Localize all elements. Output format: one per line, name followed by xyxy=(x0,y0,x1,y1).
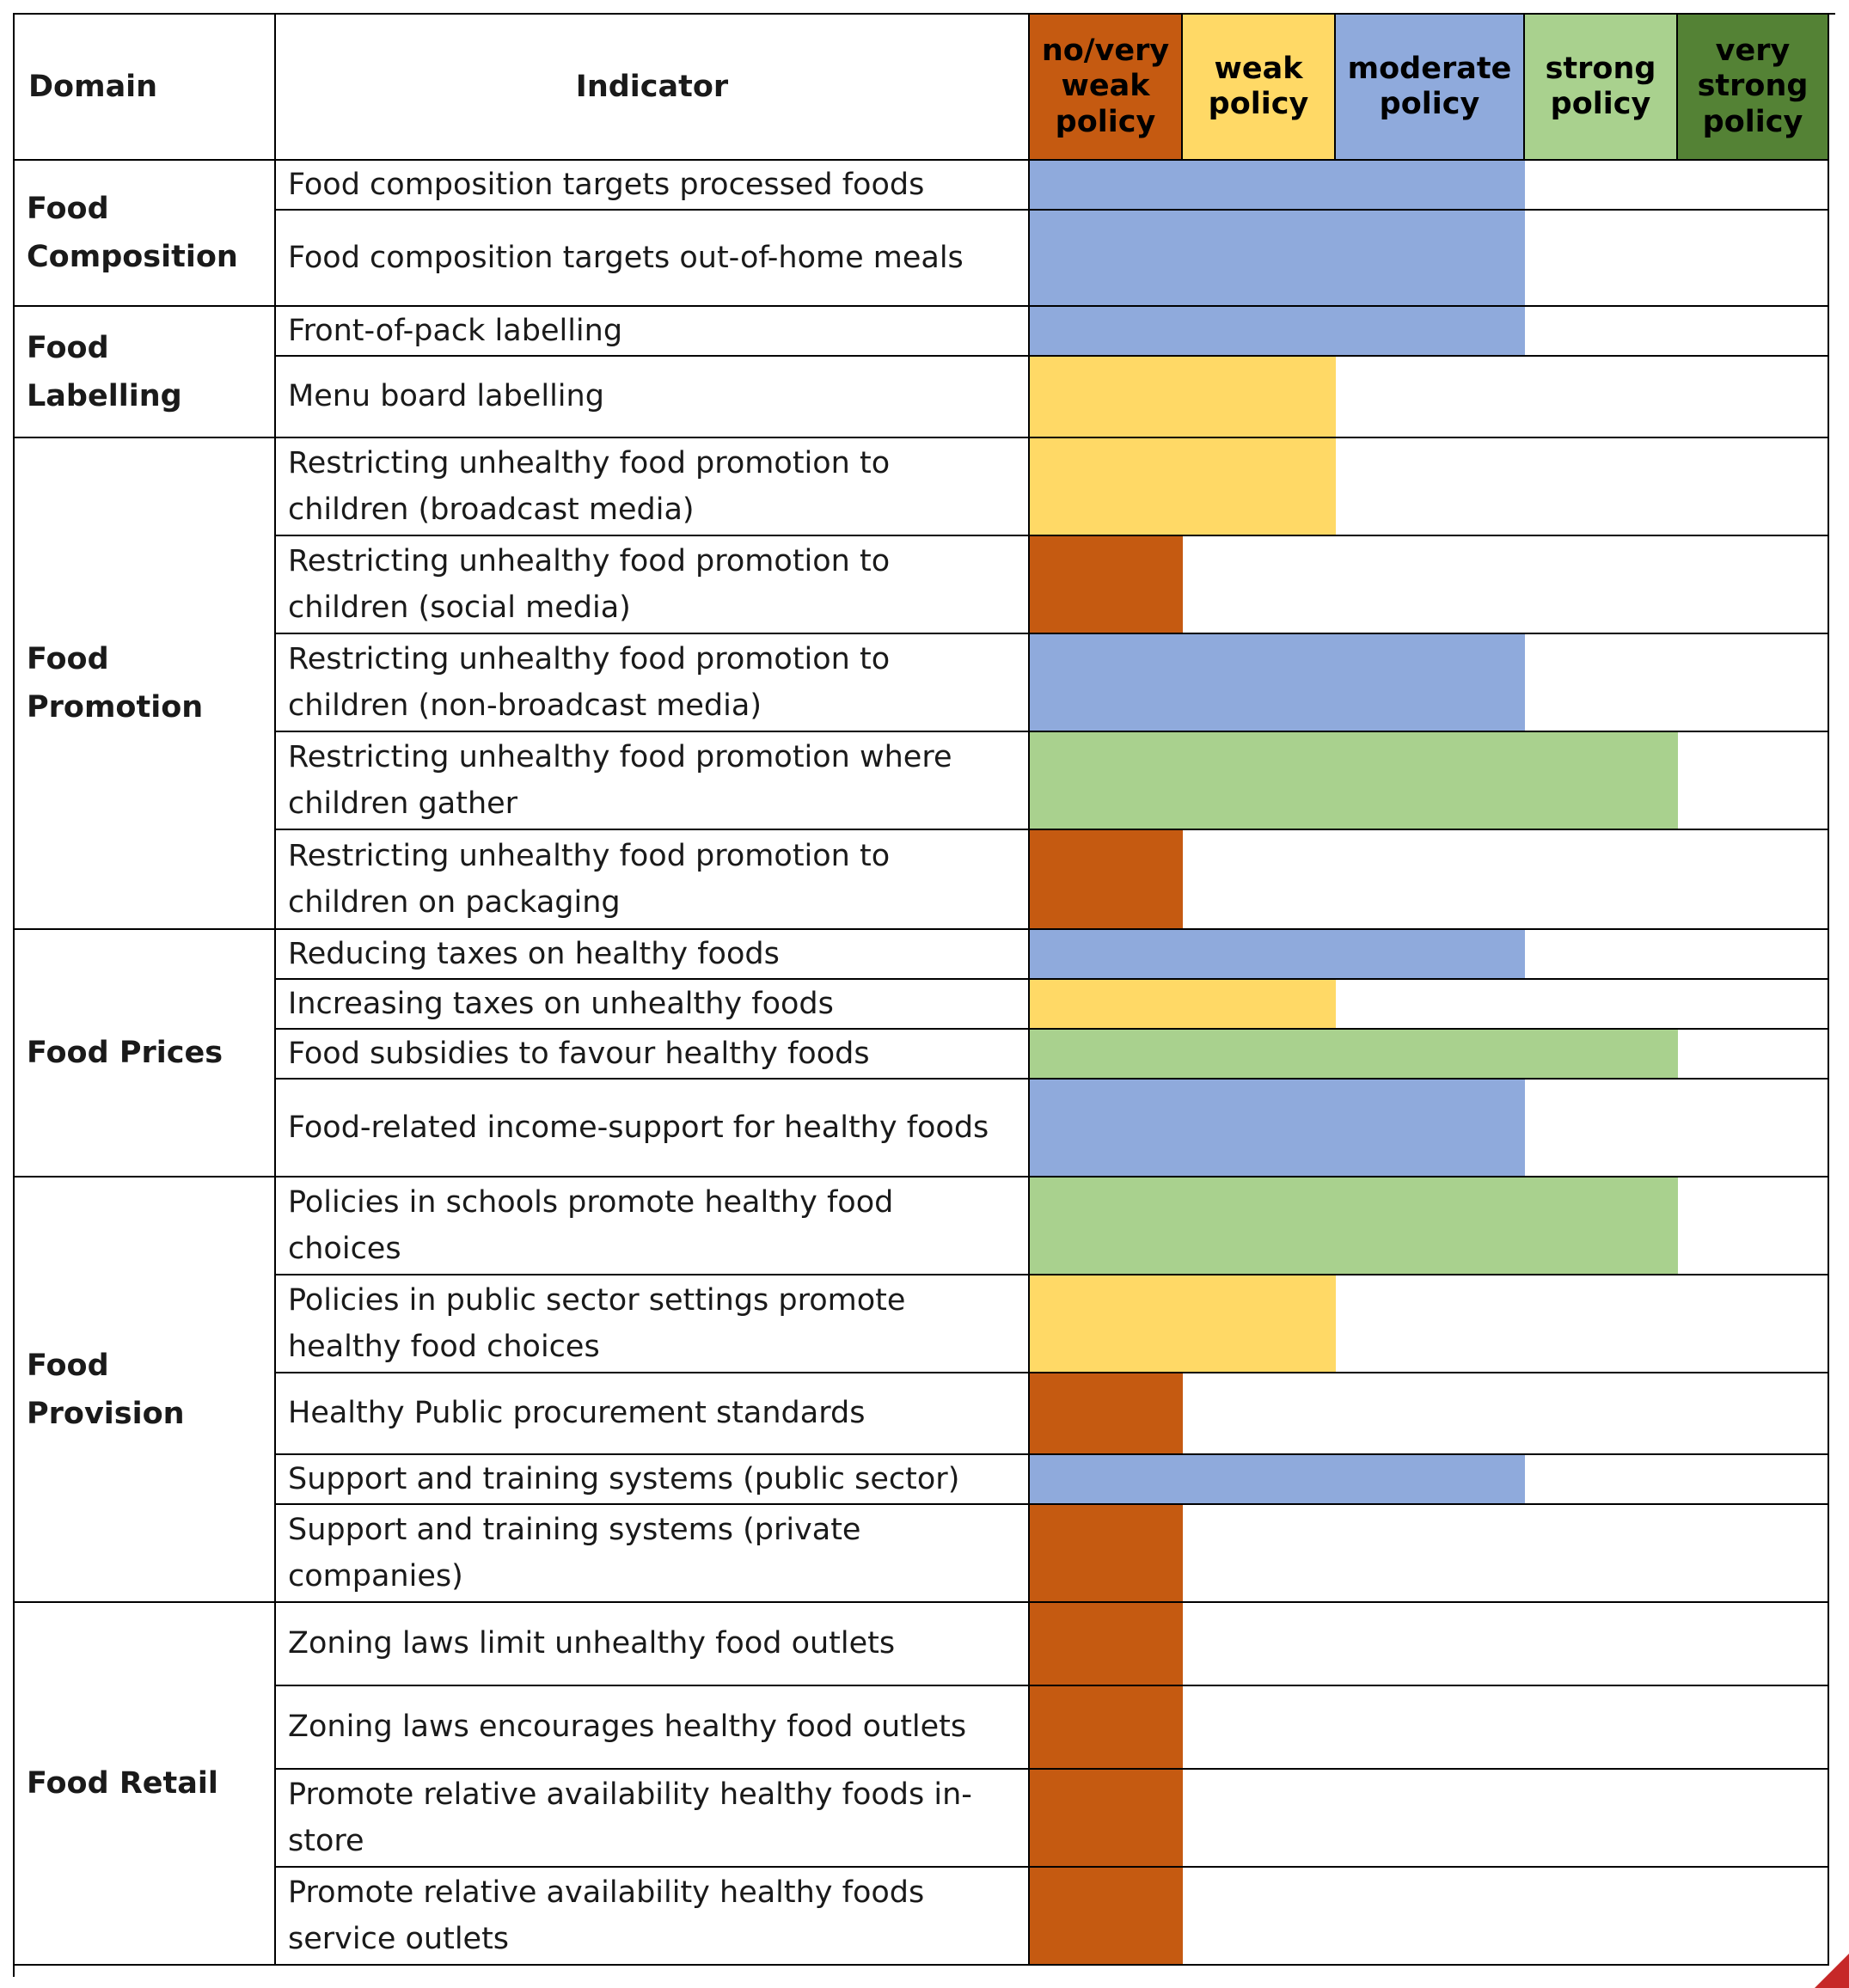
indicator-label: Policies in public sector settings promo… xyxy=(276,1275,1030,1373)
rating-bar xyxy=(1030,357,1336,438)
indicator-label: Promote relative availability healthy fo… xyxy=(276,1770,1030,1868)
rating-empty xyxy=(1525,161,1829,211)
level-header-4: strong policy xyxy=(1525,15,1678,161)
indicator-label: Support and training systems (public sec… xyxy=(276,1455,1030,1505)
domain-label: Food Labelling xyxy=(15,307,276,438)
rating-bar xyxy=(1030,634,1525,732)
rating-bar xyxy=(1030,732,1678,830)
level-header-5: very strong policy xyxy=(1678,15,1829,161)
rating-bar xyxy=(1030,1868,1183,1966)
domain-label: Food Provision xyxy=(15,1178,276,1603)
domain-label: Food Composition xyxy=(15,161,276,307)
rating-empty xyxy=(1525,307,1829,357)
rating-bar xyxy=(1030,1275,1336,1373)
indicator-label: Restricting unhealthy food promotion to … xyxy=(276,438,1030,536)
rating-empty xyxy=(1183,1868,1829,1966)
rating-empty xyxy=(1336,1275,1829,1373)
rating-bar xyxy=(1030,1373,1183,1455)
rating-empty xyxy=(1525,1455,1829,1505)
rating-empty xyxy=(1525,634,1829,732)
rating-bar xyxy=(1030,1686,1183,1770)
indicator-label: Food subsidies to favour healthy foods xyxy=(276,1030,1030,1080)
indicator-label: Policies in schools promote healthy food… xyxy=(276,1178,1030,1275)
rating-bar xyxy=(1030,1505,1183,1603)
rating-empty xyxy=(1336,980,1829,1030)
indicator-label: Restricting unhealthy food promotion to … xyxy=(276,536,1030,634)
rating-empty xyxy=(1183,1686,1829,1770)
indicator-label: Food-related income-support for healthy … xyxy=(276,1080,1030,1178)
indicator-label: Restricting unhealthy food promotion to … xyxy=(276,634,1030,732)
rating-bar xyxy=(1030,1455,1525,1505)
rating-bar xyxy=(1030,1178,1678,1275)
rating-bar xyxy=(1030,161,1525,211)
rating-bar xyxy=(1030,1080,1525,1178)
indicator-label: Zoning laws encourages healthy food outl… xyxy=(276,1686,1030,1770)
indicator-label: Healthy Public procurement standards xyxy=(276,1373,1030,1455)
rating-bar xyxy=(1030,1603,1183,1686)
indicator-label: Restricting unhealthy food promotion to … xyxy=(276,830,1030,930)
domain-label: Food Prices xyxy=(15,930,276,1178)
domain-header: Domain xyxy=(15,15,276,161)
rating-empty xyxy=(1183,1603,1829,1686)
policy-rating-table: Domain Indicator no/very weak policy weak p… xyxy=(13,13,1835,1977)
rating-bar xyxy=(1030,307,1525,357)
indicator-label: Menu board labelling xyxy=(276,357,1030,438)
rating-bar xyxy=(1030,980,1336,1030)
rating-bar xyxy=(1030,1030,1678,1080)
domain-label: Food Promotion xyxy=(15,438,276,930)
level-header-1: no/very weak policy xyxy=(1030,15,1183,161)
rating-empty xyxy=(1183,1505,1829,1603)
rating-empty xyxy=(1183,536,1829,634)
rating-empty xyxy=(1336,438,1829,536)
rating-empty xyxy=(1678,1178,1829,1275)
rating-empty xyxy=(1183,1770,1829,1868)
rating-empty xyxy=(1678,732,1829,830)
level-header-2: weak policy xyxy=(1183,15,1336,161)
indicator-label: Restricting unhealthy food promotion whe… xyxy=(276,732,1030,830)
rating-empty xyxy=(1183,1373,1829,1455)
domain-label: Food Retail xyxy=(15,1603,276,1966)
indicator-label: Support and training systems (private co… xyxy=(276,1505,1030,1603)
rating-bar xyxy=(1030,211,1525,307)
indicator-label: Food composition targets out-of-home mea… xyxy=(276,211,1030,307)
indicator-label: Food composition targets processed foods xyxy=(276,161,1030,211)
indicator-label: Reducing taxes on healthy foods xyxy=(276,930,1030,980)
indicator-label: Front-of-pack labelling xyxy=(276,307,1030,357)
indicator-header: Indicator xyxy=(276,15,1030,161)
rating-empty xyxy=(1525,211,1829,307)
level-header-3: moderate policy xyxy=(1336,15,1525,161)
rating-bar xyxy=(1030,1770,1183,1868)
rating-empty xyxy=(1336,357,1829,438)
indicator-label: Promote relative availability healthy fo… xyxy=(276,1868,1030,1966)
rating-empty xyxy=(1525,930,1829,980)
rating-empty xyxy=(1678,1030,1829,1080)
rating-bar xyxy=(1030,536,1183,634)
rating-bar xyxy=(1030,438,1336,536)
indicator-label: Zoning laws limit unhealthy food outlets xyxy=(276,1603,1030,1686)
rating-empty xyxy=(1183,830,1829,930)
rating-bar xyxy=(1030,930,1525,980)
rating-bar xyxy=(1030,830,1183,930)
indicator-label: Increasing taxes on unhealthy foods xyxy=(276,980,1030,1030)
rating-empty xyxy=(1525,1080,1829,1178)
